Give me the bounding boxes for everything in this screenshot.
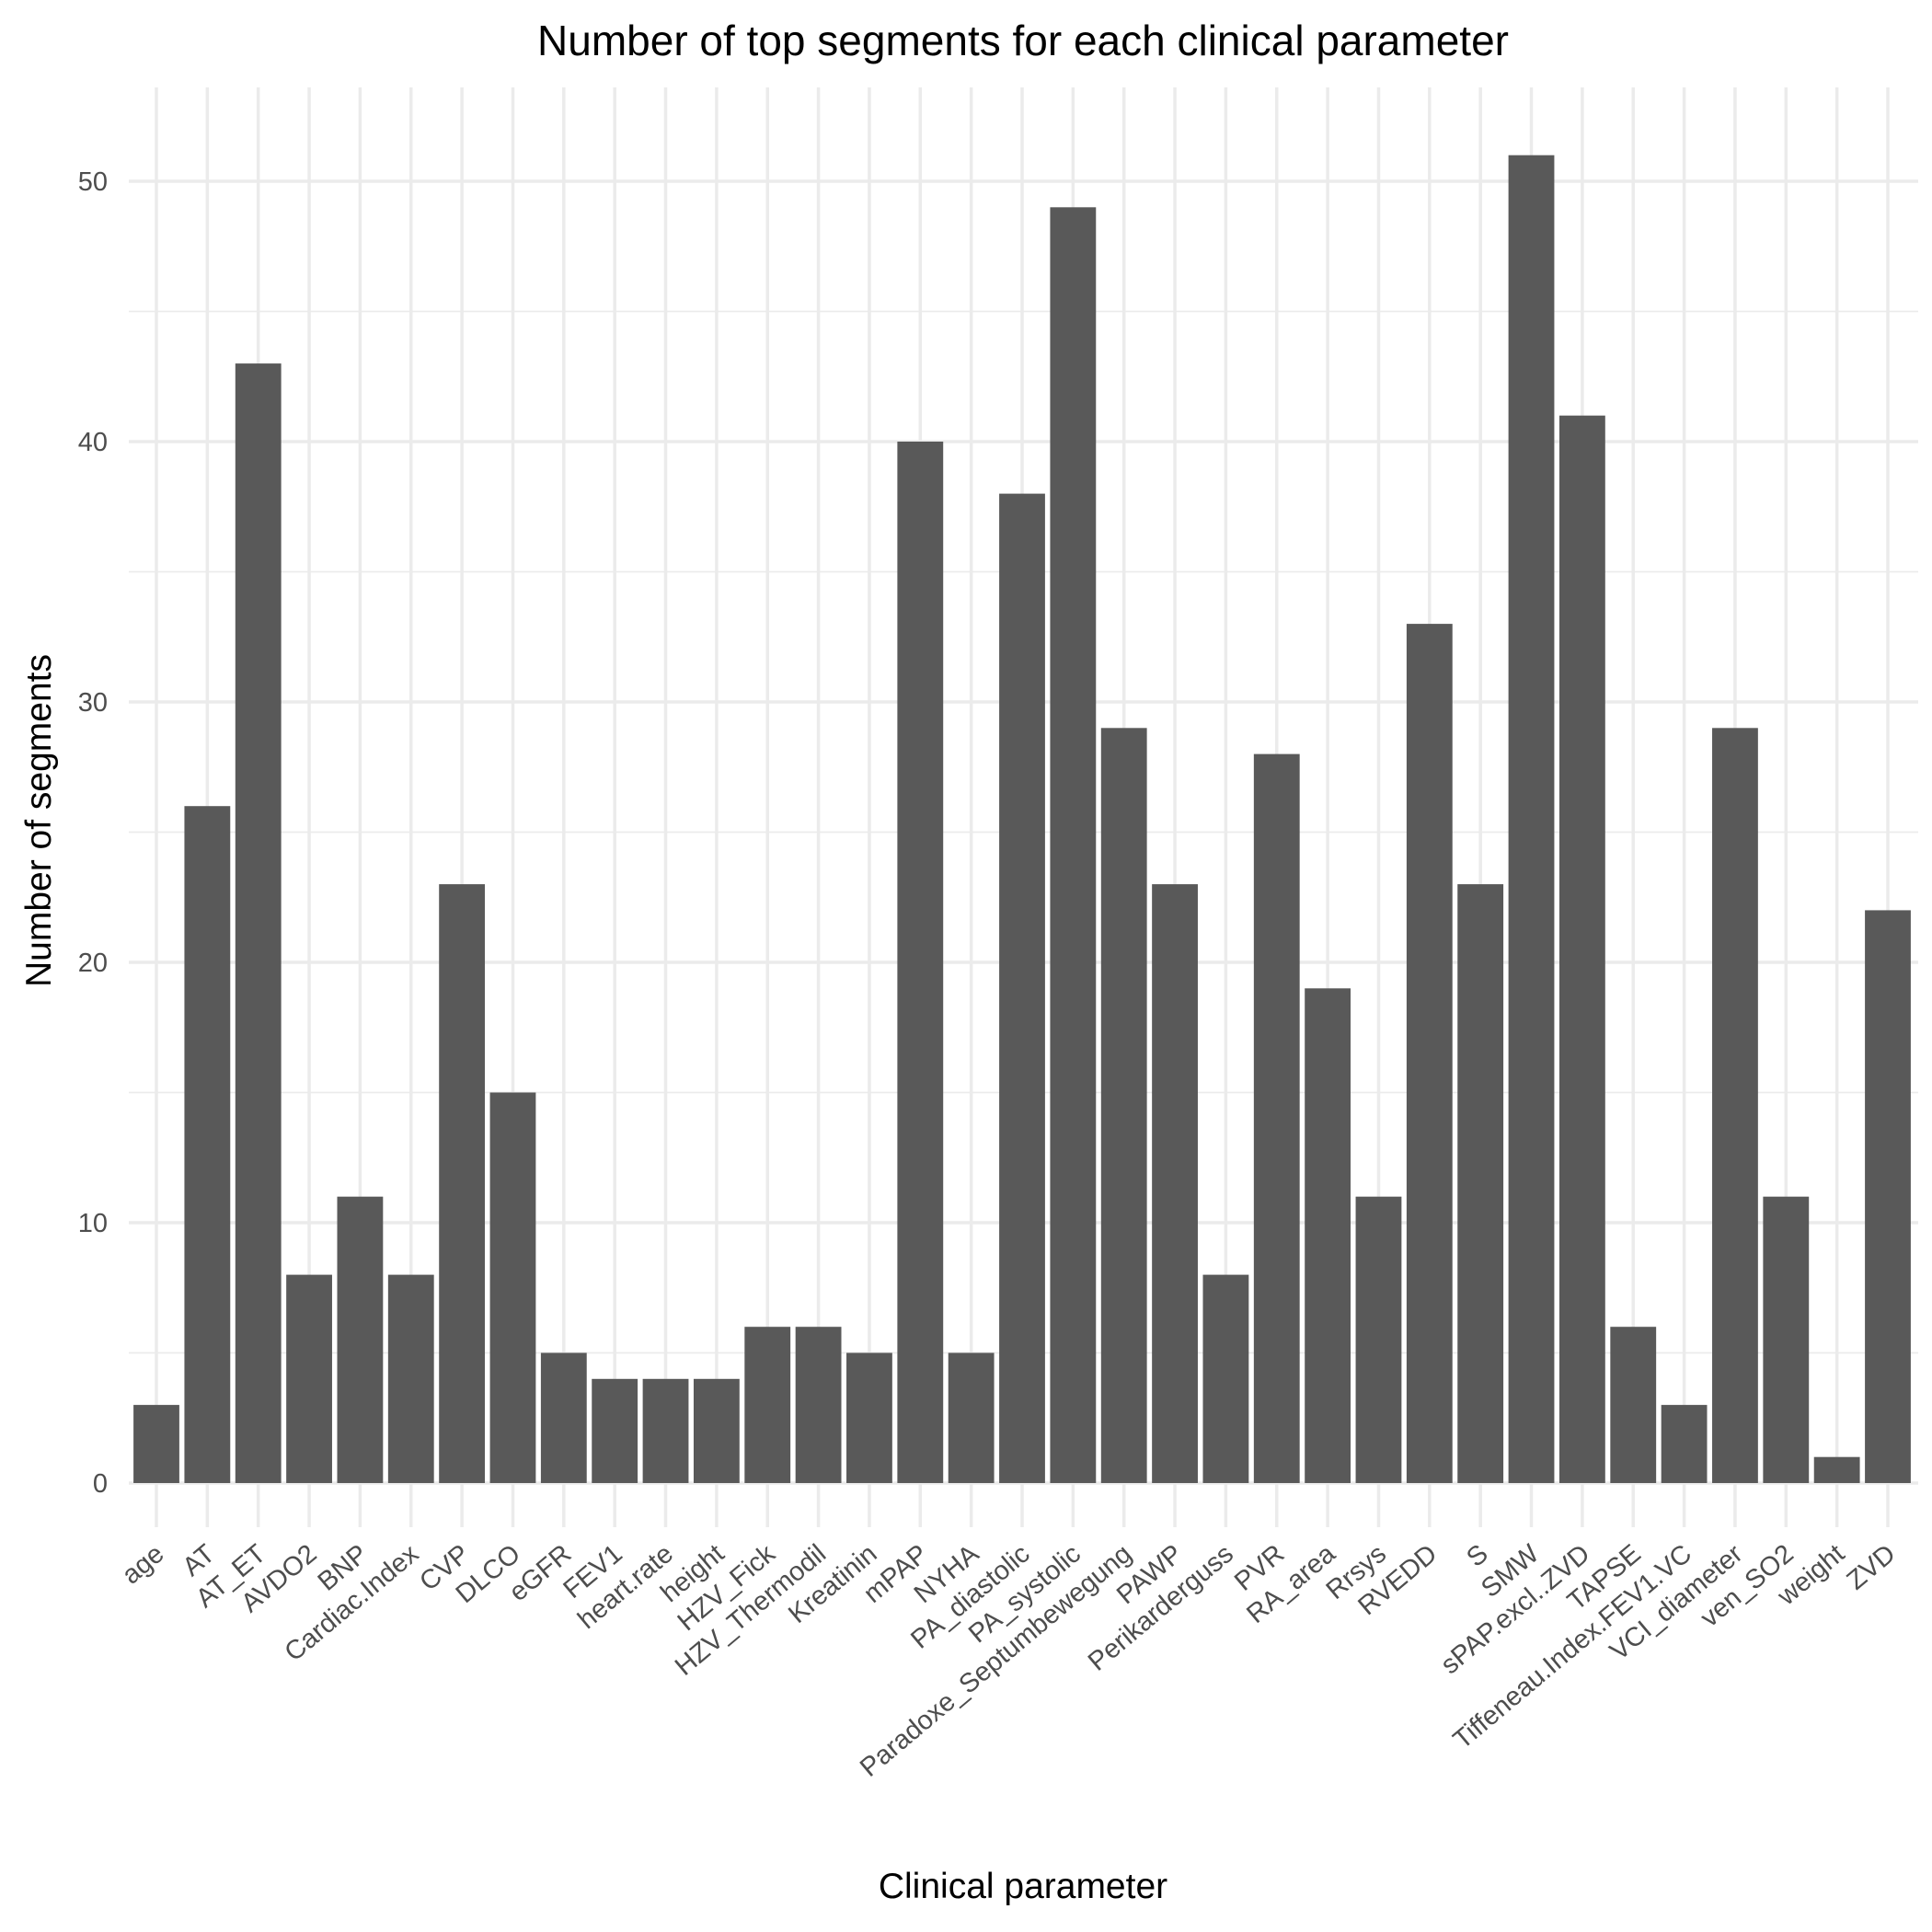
y-axis-ticks: 0 10 20 30 40 50 [78,167,108,1499]
x-tick-label: S [1461,1539,1493,1573]
y-tick-label: 0 [93,1469,108,1499]
bar-ven_SO2 [1763,1196,1810,1483]
bar-Perikarderguss [1202,1274,1249,1483]
bar-Tiffeneau.Index.FEV1.VC [1661,1405,1708,1483]
bar-NYHA [948,1352,995,1483]
x-tick-label: ZVD [1841,1539,1901,1596]
y-tick-label: 40 [78,428,108,457]
bar-BNP [337,1196,384,1483]
bar-mPAP [897,442,944,1483]
bar-AVDO2 [286,1274,332,1483]
bar-CVP [439,884,486,1483]
bar-Cardiac.Index [387,1274,434,1483]
bar-PA_systolic [1050,207,1097,1483]
x-axis-title: Clinical parameter [879,1867,1167,1906]
bar-DLCO [489,1092,536,1483]
x-tick-label: age [117,1539,170,1591]
bar-VCI_diameter [1712,728,1758,1483]
bar-S [1457,884,1504,1483]
bar-PVR [1253,753,1300,1483]
y-axis-title: Number of segments [19,654,59,987]
y-tick-label: 50 [78,167,108,197]
bar-HZV_Fick [744,1327,791,1483]
bar-ZVD [1865,910,1911,1483]
bar-age [133,1405,179,1483]
bar-RVEDD [1406,624,1453,1483]
x-axis-ticks: age ATAT_ETAVDO2BNPCardiac.IndexCVPDLCOeG… [117,1538,1902,1783]
bar-TAPSE [1610,1327,1657,1483]
bar-height [693,1378,740,1483]
y-tick-label: 10 [78,1209,108,1238]
bars [133,155,1911,1484]
bar-PAWP [1152,884,1198,1483]
chart-title: Number of top segments for each clinical… [537,17,1509,64]
bar-AT [184,806,231,1483]
bar-PA_diastolic [999,493,1045,1483]
bar-Kreatinin [846,1352,892,1483]
bar-SMW [1508,155,1555,1484]
bar-Rrsys [1355,1196,1402,1483]
bar-FEV1 [592,1378,638,1483]
bar-HZV_Thermodil [795,1327,842,1483]
y-tick-label: 20 [78,949,108,978]
y-tick-label: 30 [78,688,108,718]
bar-eGFR [540,1352,587,1483]
bar-Paradoxe_Septumbewegung [1100,728,1147,1483]
bar-weight [1813,1456,1860,1483]
bar-AT_ET [235,363,282,1484]
bar-sPAP.excl..ZVD [1558,415,1605,1484]
bar-heart.rate [642,1378,689,1483]
bar-RA_area [1305,988,1351,1483]
